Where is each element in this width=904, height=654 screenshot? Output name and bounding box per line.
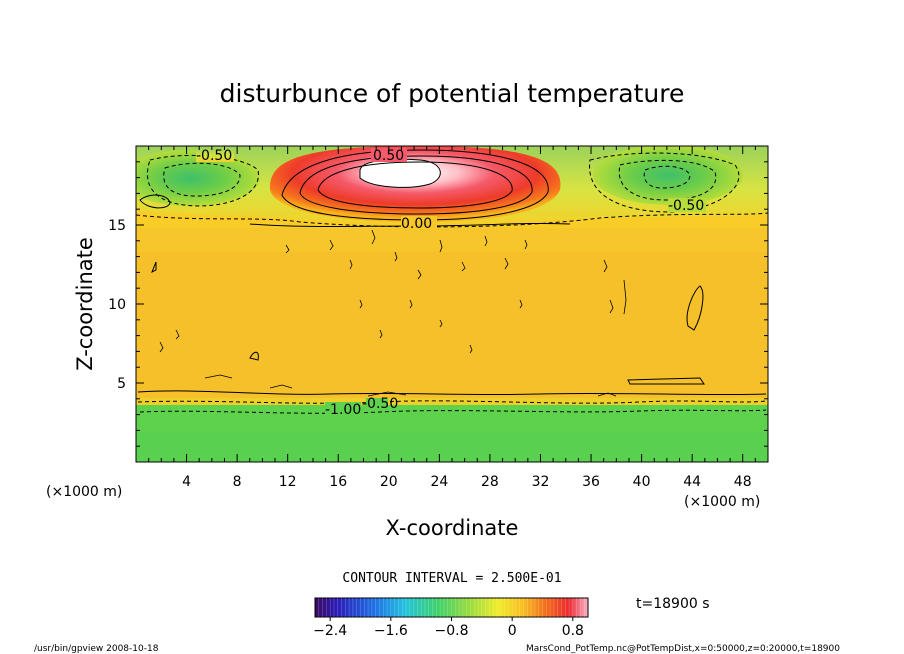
colorbar-ticks: −2.4 −1.6 −0.8 0 0.8: [313, 617, 584, 639]
x-tick-label: 32: [532, 474, 550, 490]
x-tick-label: 16: [329, 474, 347, 490]
footer-right: MarsCond_PotTemp.nc@PotTempDist,x=0:5000…: [526, 644, 840, 654]
y-tick-label: 5: [117, 376, 126, 392]
contour-interval: CONTOUR INTERVAL = 2.500E-01: [342, 571, 561, 586]
contour-label: -1.00: [325, 402, 361, 418]
x-tick-label: 24: [430, 474, 448, 490]
colorbar-tick-label: −0.8: [435, 623, 469, 639]
contour-label: -0.50: [668, 198, 704, 214]
x-tick-label: 8: [233, 474, 242, 490]
x-tick-label: 36: [582, 474, 600, 490]
y-axis-label: Z-coordinate: [73, 237, 97, 371]
x-tick-label: 20: [380, 474, 398, 490]
contour-label: -0.50: [196, 148, 232, 164]
x-tick-label: 28: [481, 474, 499, 490]
colorbar-tick-label: −2.4: [313, 623, 347, 639]
y-axis-ticks: 5 10 15: [108, 161, 768, 447]
x-tick-label: 12: [279, 474, 297, 490]
x-unit-right: (×1000 m): [684, 494, 760, 510]
colorbar-tick-label: −1.6: [374, 623, 408, 639]
colorbar-tick-label: 0: [508, 623, 517, 639]
chart-title: disturbunce of potential temperature: [220, 79, 685, 108]
contour-label: 0.00: [401, 216, 432, 232]
colorbar-segments: [318, 598, 585, 617]
plot-field: -0.50 0.50 -0.50 0.00 -1.00 -0.50: [136, 146, 768, 462]
footer-left: /usr/bin/gpview 2008-10-18: [34, 644, 159, 654]
x-tick-label: 44: [683, 474, 701, 490]
x-tick-label: 4: [182, 474, 191, 490]
x-tick-label: 48: [734, 474, 752, 490]
contour-label: -0.50: [362, 396, 398, 412]
time-label: t=18900 s: [636, 596, 710, 612]
x-axis-label: X-coordinate: [386, 516, 519, 540]
x-axis-ticks: 4 8 12 16 20 24 28 32 36 40 44 48: [148, 146, 756, 490]
colorbar-tick-label: 0.8: [562, 623, 584, 639]
y-tick-label: 15: [108, 218, 126, 234]
y-tick-label: 10: [108, 297, 126, 313]
contour-label: 0.50: [373, 148, 404, 164]
x-tick-label: 40: [633, 474, 651, 490]
x-unit-left: (×1000 m): [46, 484, 122, 500]
